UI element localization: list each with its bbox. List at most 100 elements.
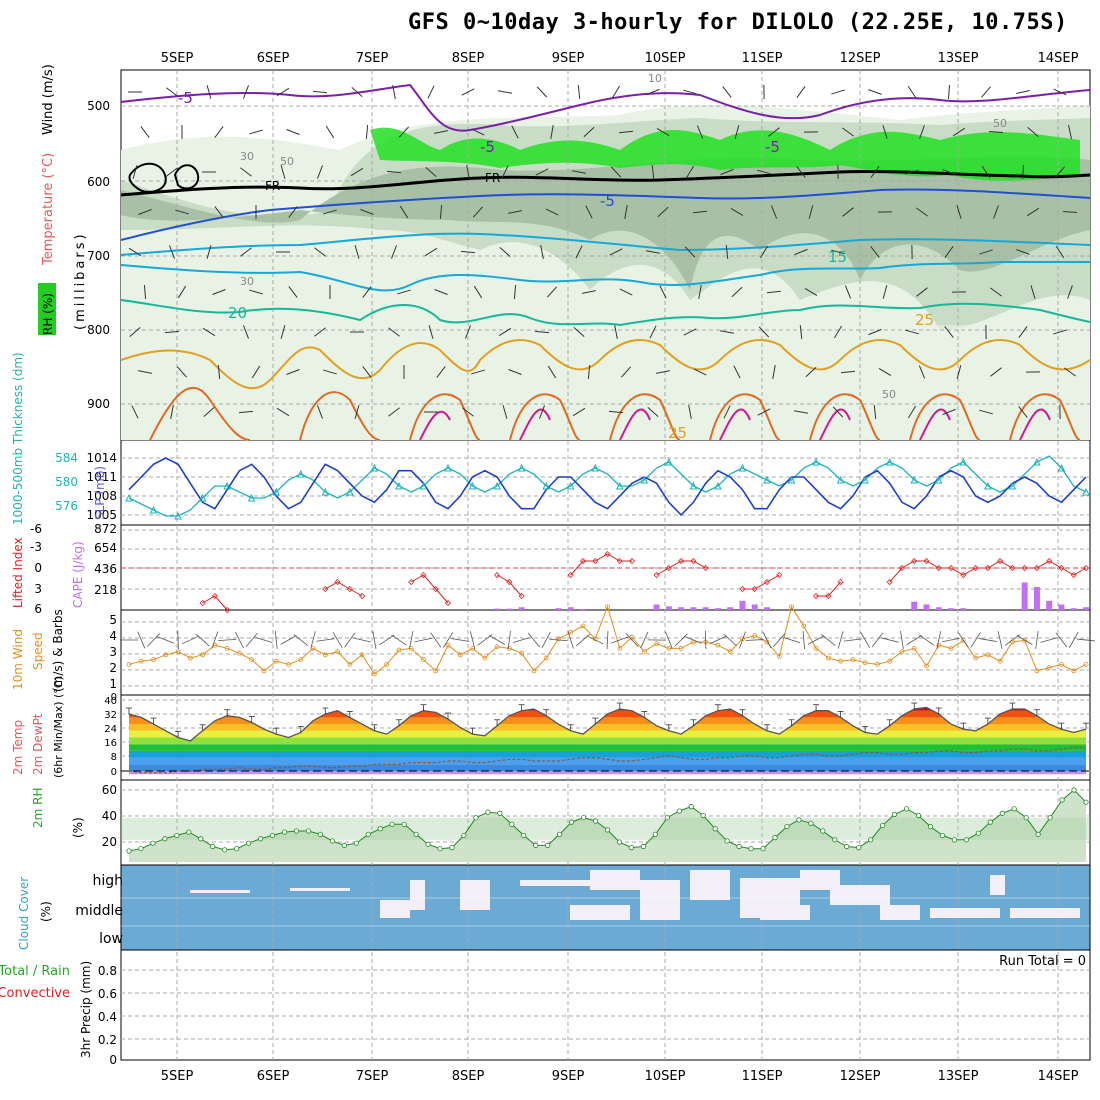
- wind-speed-point: [421, 657, 426, 662]
- cape-bar: [518, 607, 525, 610]
- thickness-point: [125, 493, 133, 502]
- wind-speed-point: [776, 654, 782, 659]
- wind-barb: [317, 165, 323, 179]
- wind-barb: [1030, 285, 1036, 299]
- date-label-bottom: 9SEP: [552, 1069, 585, 1084]
- li-point: [690, 557, 697, 565]
- wind-barb: [501, 165, 509, 179]
- rh-point: [437, 846, 443, 852]
- wind-barb: [916, 287, 928, 297]
- wind-barb: [138, 370, 152, 374]
- wind-speed-point: [936, 642, 942, 648]
- wind-barb: [545, 208, 559, 216]
- li-point: [1009, 564, 1016, 572]
- wind-barb: [583, 126, 595, 138]
- contour-label-minus5: -5: [765, 138, 780, 156]
- wind-speed-point: [887, 658, 893, 664]
- li-point: [1070, 571, 1077, 579]
- rh-point: [461, 832, 467, 839]
- wind-barb: [770, 205, 778, 219]
- cape-bar: [653, 604, 660, 610]
- li-point: [211, 592, 218, 600]
- wind-speed-point: [151, 657, 156, 662]
- li-tick: -6: [30, 522, 42, 536]
- rh-point: [664, 815, 670, 821]
- wind-barb: [1027, 127, 1039, 137]
- wind-barb: [240, 247, 252, 257]
- temp-tick: 40: [104, 696, 117, 707]
- rh-label-30: 30: [240, 275, 254, 288]
- rh-point: [1059, 797, 1065, 803]
- wind-barb: [802, 630, 805, 650]
- wind-barb: [240, 167, 252, 177]
- wind-barb: [606, 630, 609, 650]
- li-point: [665, 564, 672, 572]
- wind-barb: [1067, 285, 1073, 299]
- wind-barb: [177, 630, 179, 650]
- wind-barb: [821, 634, 836, 646]
- cloud-level-high: high: [92, 873, 123, 889]
- wind-barb: [684, 636, 702, 644]
- wind-barb: [293, 634, 309, 646]
- wind-barb: [646, 250, 660, 254]
- rh-point: [652, 831, 658, 837]
- chart-title: GFS 0~10day 3-hourly for DILOLO (22.25E,…: [408, 10, 1068, 35]
- wind-barb: [807, 635, 825, 645]
- cape-bar: [1033, 587, 1040, 610]
- wind-barb: [942, 169, 956, 175]
- wind-speed-point: [384, 662, 390, 667]
- li-point: [567, 571, 574, 579]
- wind-tick: 0: [111, 692, 117, 703]
- wind-barb: [831, 89, 845, 95]
- wind-barb: [434, 130, 448, 134]
- contour-label-minus5: -5: [178, 89, 193, 107]
- wind-barb: [214, 126, 224, 138]
- wind-barb: [757, 408, 771, 416]
- wind-barb: [696, 125, 704, 139]
- wind-barb: [620, 366, 632, 378]
- cape-bar: [714, 608, 721, 610]
- wind-barb: [796, 86, 806, 98]
- wind-speed-point: [801, 623, 807, 629]
- wind-barb: [1062, 211, 1078, 213]
- wind-barb: [157, 636, 175, 644]
- wind-barb: [212, 289, 226, 295]
- precip-tick: 0: [109, 1053, 117, 1067]
- wind-barb: [323, 209, 337, 215]
- rh-point: [604, 827, 611, 833]
- rh-point: [628, 844, 635, 851]
- wind-barb: [280, 165, 286, 179]
- wind-barb: [723, 405, 731, 419]
- temp-band: [129, 724, 1086, 731]
- wind-barb: [685, 165, 695, 179]
- cloud-patch: [380, 900, 410, 918]
- date-label-bottom: 14SEP: [1038, 1069, 1079, 1084]
- li-tick: 0: [34, 561, 42, 575]
- label-10m-wind: 10m Wind: [11, 629, 25, 690]
- precip-tick: 0.4: [98, 1010, 117, 1024]
- rh-point: [186, 829, 192, 835]
- wind-speed-point: [322, 652, 328, 658]
- li-point: [604, 550, 611, 558]
- wind-speed-point: [813, 646, 819, 651]
- wind-barb: [314, 247, 326, 257]
- thickness-point: [174, 511, 182, 520]
- wind-barb: [249, 289, 263, 295]
- wind-speed-point: [960, 638, 966, 643]
- date-label-top: 5SEP: [161, 51, 194, 66]
- wind-speed-point: [126, 662, 132, 667]
- wind-barb: [132, 165, 138, 179]
- wind-barb: [1055, 245, 1065, 259]
- wind-barb: [317, 405, 323, 419]
- wind-barb: [990, 287, 1002, 297]
- wind-barb: [916, 207, 928, 217]
- li-point: [322, 585, 329, 593]
- cloud-patch: [290, 888, 350, 891]
- wind-barb: [840, 370, 856, 374]
- wind-barb: [547, 365, 557, 379]
- li-point: [494, 571, 501, 579]
- wind-speed-point: [457, 652, 463, 658]
- wind-barb: [942, 408, 956, 416]
- rh-point: [413, 831, 419, 837]
